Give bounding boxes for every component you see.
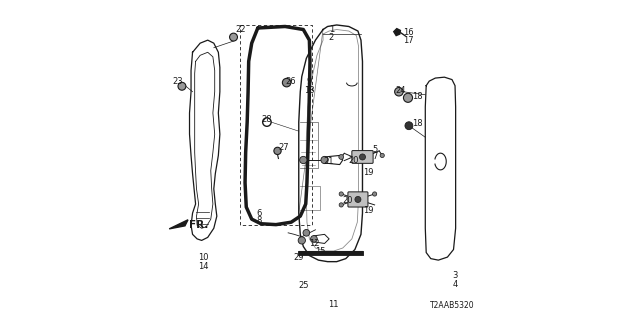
Circle shape bbox=[355, 196, 361, 203]
Circle shape bbox=[372, 192, 377, 196]
Text: 17: 17 bbox=[403, 36, 413, 45]
Text: 24: 24 bbox=[395, 86, 406, 95]
Text: 7: 7 bbox=[372, 152, 378, 162]
Text: 4: 4 bbox=[452, 280, 458, 289]
Polygon shape bbox=[394, 28, 401, 36]
Text: 2: 2 bbox=[328, 33, 334, 42]
Text: 18: 18 bbox=[412, 92, 422, 101]
Text: 23: 23 bbox=[172, 76, 182, 86]
Text: 5: 5 bbox=[372, 145, 377, 154]
Polygon shape bbox=[169, 220, 188, 229]
Circle shape bbox=[339, 203, 344, 207]
Text: FR.: FR. bbox=[189, 220, 208, 230]
Circle shape bbox=[298, 237, 305, 244]
Text: 14: 14 bbox=[198, 262, 209, 271]
Circle shape bbox=[300, 156, 307, 164]
Circle shape bbox=[321, 156, 328, 164]
Circle shape bbox=[230, 33, 237, 41]
FancyBboxPatch shape bbox=[348, 192, 368, 207]
Text: 20: 20 bbox=[348, 156, 358, 164]
FancyBboxPatch shape bbox=[352, 151, 373, 163]
Text: 10: 10 bbox=[198, 252, 209, 262]
Text: 6: 6 bbox=[257, 209, 262, 218]
Circle shape bbox=[339, 155, 344, 159]
Text: 1: 1 bbox=[328, 25, 334, 34]
Text: 11: 11 bbox=[328, 300, 339, 308]
Text: 15: 15 bbox=[315, 246, 325, 256]
Text: 9: 9 bbox=[307, 76, 312, 86]
Text: 28: 28 bbox=[261, 115, 271, 124]
Circle shape bbox=[360, 154, 365, 160]
Circle shape bbox=[303, 229, 310, 236]
Text: 25: 25 bbox=[299, 281, 309, 291]
Circle shape bbox=[403, 93, 413, 102]
Text: 19: 19 bbox=[364, 168, 374, 177]
Text: 8: 8 bbox=[257, 216, 262, 225]
Text: 29: 29 bbox=[294, 252, 304, 262]
Circle shape bbox=[274, 147, 281, 155]
Text: 19: 19 bbox=[364, 205, 374, 215]
Text: 22: 22 bbox=[236, 25, 246, 34]
Circle shape bbox=[405, 122, 413, 130]
Text: 13: 13 bbox=[304, 86, 315, 95]
Text: 21: 21 bbox=[324, 157, 334, 166]
Circle shape bbox=[395, 87, 403, 96]
Circle shape bbox=[178, 82, 186, 90]
Circle shape bbox=[380, 153, 385, 157]
Text: 18: 18 bbox=[412, 119, 422, 128]
Circle shape bbox=[339, 192, 344, 196]
Text: 3: 3 bbox=[452, 271, 458, 280]
Text: 27: 27 bbox=[278, 143, 289, 152]
Text: 26: 26 bbox=[286, 76, 296, 86]
Text: 16: 16 bbox=[403, 28, 413, 37]
Text: 12: 12 bbox=[308, 239, 319, 248]
Text: T2AAB5320: T2AAB5320 bbox=[430, 301, 475, 310]
Circle shape bbox=[282, 78, 291, 87]
Text: 20: 20 bbox=[342, 196, 353, 205]
Circle shape bbox=[310, 236, 317, 242]
